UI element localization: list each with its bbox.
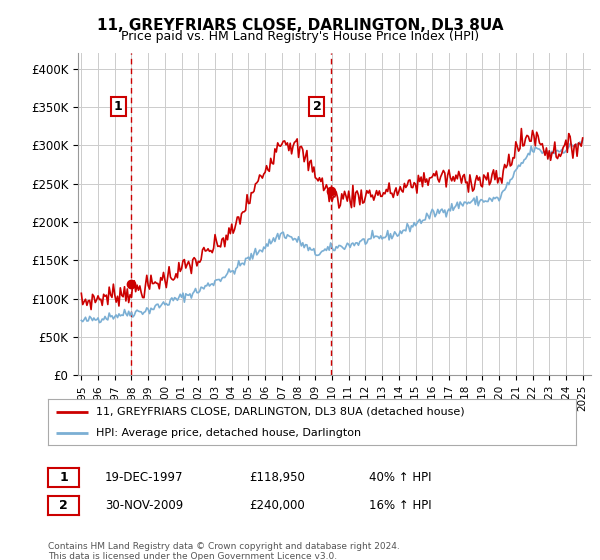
- Text: 2: 2: [59, 498, 68, 512]
- Text: 40% ↑ HPI: 40% ↑ HPI: [369, 470, 431, 484]
- Text: Price paid vs. HM Land Registry's House Price Index (HPI): Price paid vs. HM Land Registry's House …: [121, 30, 479, 43]
- Text: HPI: Average price, detached house, Darlington: HPI: Average price, detached house, Darl…: [95, 428, 361, 438]
- Text: Contains HM Land Registry data © Crown copyright and database right 2024.
This d: Contains HM Land Registry data © Crown c…: [48, 542, 400, 560]
- Text: 11, GREYFRIARS CLOSE, DARLINGTON, DL3 8UA (detached house): 11, GREYFRIARS CLOSE, DARLINGTON, DL3 8U…: [95, 407, 464, 417]
- Text: 2: 2: [313, 100, 322, 113]
- Text: £118,950: £118,950: [249, 470, 305, 484]
- Text: 1: 1: [114, 100, 122, 113]
- Text: £240,000: £240,000: [249, 498, 305, 512]
- Text: 16% ↑ HPI: 16% ↑ HPI: [369, 498, 431, 512]
- Text: 30-NOV-2009: 30-NOV-2009: [105, 498, 183, 512]
- Text: 11, GREYFRIARS CLOSE, DARLINGTON, DL3 8UA: 11, GREYFRIARS CLOSE, DARLINGTON, DL3 8U…: [97, 18, 503, 33]
- Text: 19-DEC-1997: 19-DEC-1997: [105, 470, 184, 484]
- Text: 1: 1: [59, 470, 68, 484]
